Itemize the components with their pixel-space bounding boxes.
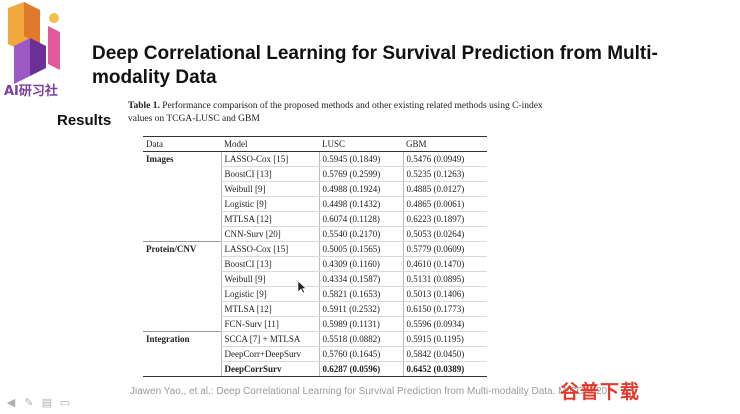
- row-group: [143, 197, 221, 212]
- row-model: BoostCI [13]: [220, 256, 319, 272]
- row-group: [143, 287, 221, 302]
- row-group: Integration: [143, 331, 221, 347]
- row-model: Logistic [9]: [220, 196, 319, 212]
- menu-icon[interactable]: ▤: [41, 397, 53, 409]
- ai-yanxishe-logo: [8, 2, 60, 84]
- row-model: SCCA [7] + MTLSA: [220, 331, 319, 347]
- row-lusc: 0.5945 (0.1849): [318, 151, 403, 167]
- row-lusc: 0.4498 (0.1432): [318, 196, 403, 212]
- row-model: Weibull [9]: [220, 271, 319, 287]
- caption-text: Performance comparison of the proposed m…: [128, 101, 543, 124]
- row-lusc: 0.5760 (0.1645): [318, 346, 403, 362]
- row-model: CNN-Surv [20]: [220, 226, 319, 242]
- row-gbm: 0.5596 (0.0934): [402, 316, 487, 332]
- table-row-best: DeepCorrSurv 0.6287 (0.0596) 0.6452 (0.0…: [143, 361, 487, 377]
- table-row: Integration SCCA [7] + MTLSA 0.5518 (0.0…: [143, 331, 487, 347]
- mouse-cursor-icon: [298, 281, 307, 294]
- row-lusc: 0.5989 (0.1131): [318, 316, 403, 332]
- row-gbm: 0.5476 (0.0949): [402, 151, 487, 167]
- row-lusc: 0.4988 (0.1924): [318, 181, 403, 197]
- table-header-row: Data Model LUSC GBM: [143, 136, 487, 152]
- caption-label: Table 1.: [128, 101, 160, 111]
- row-model: MTLSA [12]: [220, 301, 319, 317]
- row-group: Images: [146, 154, 174, 165]
- row-gbm: 0.5131 (0.0895): [402, 271, 487, 287]
- row-group: Protein/CNV: [143, 241, 221, 257]
- table-row: Weibull [9] 0.4334 (0.1587) 0.5131 (0.08…: [143, 271, 487, 287]
- row-group: [143, 182, 221, 197]
- row-gbm: 0.4865 (0.0061): [402, 196, 487, 212]
- row-group: [143, 227, 221, 242]
- row-lusc: 0.6287 (0.0596): [318, 361, 403, 377]
- slide-title: Deep Correlational Learning for Survival…: [92, 43, 658, 88]
- row-model: DeepCorr+DeepSurv: [220, 346, 319, 362]
- row-gbm: 0.4885 (0.0127): [402, 181, 487, 197]
- row-group: [143, 347, 221, 362]
- row-model: MTLSA [12]: [220, 211, 319, 227]
- row-group: [143, 317, 221, 332]
- row-lusc: 0.5540 (0.2170): [318, 226, 403, 242]
- row-lusc: 0.5821 (0.1653): [318, 286, 403, 302]
- row-gbm: 0.5779 (0.0609): [402, 241, 487, 257]
- row-gbm: 0.5842 (0.0450): [402, 346, 487, 362]
- table-row: FCN-Surv [11] 0.5989 (0.1131) 0.5596 (0.…: [143, 316, 487, 332]
- table-row: Logistic [9] 0.5821 (0.1653) 0.5013 (0.1…: [143, 286, 487, 302]
- table-row: Logistic [9] 0.4498 (0.1432) 0.4865 (0.0…: [143, 196, 487, 212]
- header-data: Data: [143, 136, 221, 152]
- row-gbm: 0.4610 (0.1470): [402, 256, 487, 272]
- row-lusc: 0.5911 (0.2532): [318, 301, 403, 317]
- row-gbm: 0.5235 (0.1263): [402, 166, 487, 182]
- table-row: BoostCI [13] 0.4309 (0.1160) 0.4610 (0.1…: [143, 256, 487, 272]
- header-lusc: LUSC: [319, 136, 403, 152]
- row-model: BoostCI [13]: [220, 166, 319, 182]
- row-lusc: 0.4334 (0.1587): [318, 271, 403, 287]
- row-group: [143, 167, 221, 182]
- slides-icon[interactable]: ▭: [59, 397, 71, 409]
- header-model: Model: [221, 136, 319, 152]
- logo-text: AI研习社: [4, 84, 58, 99]
- table-row: DeepCorr+DeepSurv 0.5760 (0.1645) 0.5842…: [143, 346, 487, 362]
- table-row: MTLSA [12] 0.6074 (0.1128) 0.6223 (0.189…: [143, 211, 487, 227]
- table-row: BoostCI [13] 0.5769 (0.2599) 0.5235 (0.1…: [143, 166, 487, 182]
- row-model: FCN-Surv [11]: [220, 316, 319, 332]
- row-group: [143, 257, 221, 272]
- row-model: LASSO-Cox [15]: [220, 241, 319, 257]
- row-gbm: 0.6223 (0.1897): [402, 211, 487, 227]
- arrow-left-icon[interactable]: ◀: [6, 397, 16, 409]
- header-gbm: GBM: [403, 136, 487, 152]
- slide-nav: ◀ ✎ ▤ ▭: [4, 397, 72, 409]
- row-model: Weibull [9]: [220, 181, 319, 197]
- table-row: CNN-Surv [20] 0.5540 (0.2170) 0.5053 (0.…: [143, 226, 487, 242]
- row-gbm: 0.6150 (0.1773): [402, 301, 487, 317]
- table-row: Protein/CNV LASSO-Cox [15] 0.5005 (0.156…: [143, 241, 487, 257]
- watermark: 谷普下载: [560, 381, 641, 403]
- row-lusc: 0.4309 (0.1160): [318, 256, 403, 272]
- row-lusc: 0.6074 (0.1128): [318, 211, 403, 227]
- row-group: [143, 361, 221, 377]
- row-gbm: 0.5013 (0.1406): [402, 286, 487, 302]
- row-model: DeepCorrSurv: [220, 361, 319, 377]
- table-row: Weibull [9] 0.4988 (0.1924) 0.4885 (0.01…: [143, 181, 487, 197]
- row-lusc: 0.5769 (0.2599): [318, 166, 403, 182]
- row-gbm: 0.6452 (0.0389): [402, 361, 487, 377]
- row-model: Logistic [9]: [220, 286, 319, 302]
- row-gbm: 0.5053 (0.0264): [402, 226, 487, 242]
- pen-icon[interactable]: ✎: [24, 397, 34, 409]
- table-row: MTLSA [12] 0.5911 (0.2532) 0.6150 (0.177…: [143, 301, 487, 317]
- row-model: LASSO-Cox [15]: [220, 151, 319, 167]
- table-caption: Table 1. Performance comparison of the p…: [128, 100, 548, 126]
- row-group: [143, 302, 221, 317]
- row-lusc: 0.5005 (0.1565): [318, 241, 403, 257]
- row-gbm: 0.5915 (0.1195): [402, 331, 487, 347]
- row-group: [143, 272, 221, 287]
- section-heading: Results: [57, 112, 112, 129]
- table-row: Images LASSO-Cox [15] 0.5945 (0.1849) 0.…: [143, 151, 487, 167]
- citation-footer: Jiawen Yao., et al.: Deep Correlational …: [130, 386, 608, 397]
- results-table: Data Model LUSC GBM Images LASSO-Cox [15…: [143, 136, 487, 377]
- row-group: [143, 212, 221, 227]
- row-lusc: 0.5518 (0.0882): [318, 331, 403, 347]
